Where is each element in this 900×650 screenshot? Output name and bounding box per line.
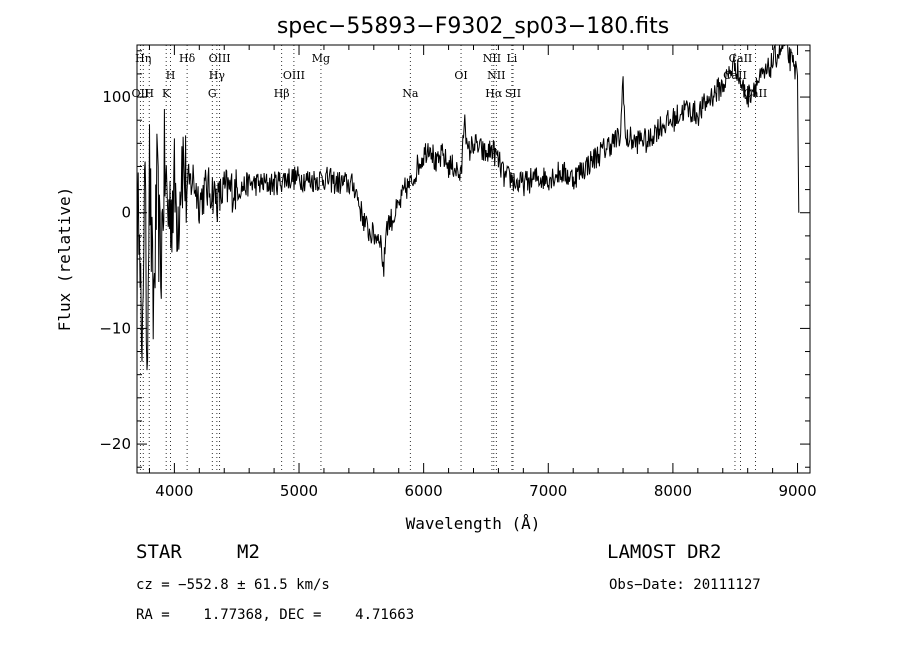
survey-name: LAMOST DR2: [607, 541, 722, 563]
line-label-2: H: [144, 87, 154, 100]
x-tick-label-2: 6000: [405, 482, 443, 500]
line-label-14: NII: [483, 52, 501, 65]
x-tick-label-0: 4000: [155, 482, 193, 500]
x-tick-label-3: 7000: [529, 482, 567, 500]
y-tick-label-0: −20: [99, 435, 131, 453]
x-tick-label-4: 8000: [654, 482, 692, 500]
observation-date: Obs−Date: 20111127: [609, 577, 761, 593]
x-axis: 4000 5000 6000 7000 8000 9000: [148, 45, 817, 500]
x-axis-label: Wavelength (Å): [406, 514, 541, 533]
line-label-8: OIII: [209, 52, 231, 65]
line-label-6: G: [208, 87, 217, 100]
object-type: STAR: [136, 541, 182, 563]
line-label-10: OIII: [283, 69, 305, 82]
line-label-11: Mg: [312, 52, 330, 65]
line-label-17: Li: [506, 52, 517, 65]
line-label-15: Hα: [485, 87, 503, 100]
plot-frame: [136, 44, 811, 474]
line-label-3: K: [162, 87, 171, 100]
coordinates: RA = 1.77368, DEC = 4.71663: [136, 607, 415, 623]
line-label-1: Hη: [135, 52, 151, 65]
line-label-18: SII: [505, 87, 521, 100]
y-tick-label-2: 0: [121, 204, 131, 222]
spectral-line-markers: [139, 45, 756, 473]
y-axis-label: Flux (relative): [55, 187, 74, 332]
line-label-7: Hγ: [209, 69, 226, 82]
redshift-cz: cz = −552.8 ± 61.5 km/s: [136, 577, 330, 593]
line-label-4: H: [166, 69, 176, 82]
x-tick-label-1: 5000: [280, 482, 318, 500]
y-tick-label-1: −10: [99, 319, 131, 337]
chart-title: spec−55893−F9302_sp03−180.fits: [277, 14, 669, 39]
x-tick-label-5: 9000: [778, 482, 816, 500]
line-label-16: NII: [487, 69, 505, 82]
line-label-9: Hβ: [274, 87, 290, 100]
flux-series-line: [136, 43, 800, 371]
y-axis: −20 −10 0 100: [99, 50, 810, 468]
object-subclass: M2: [237, 541, 260, 563]
line-label-5: Hδ: [179, 52, 196, 65]
line-label-13: OI: [454, 69, 467, 82]
y-tick-label-3: 100: [102, 88, 131, 106]
line-label-20: CaII: [729, 52, 753, 65]
line-label-12: Na: [402, 87, 419, 100]
